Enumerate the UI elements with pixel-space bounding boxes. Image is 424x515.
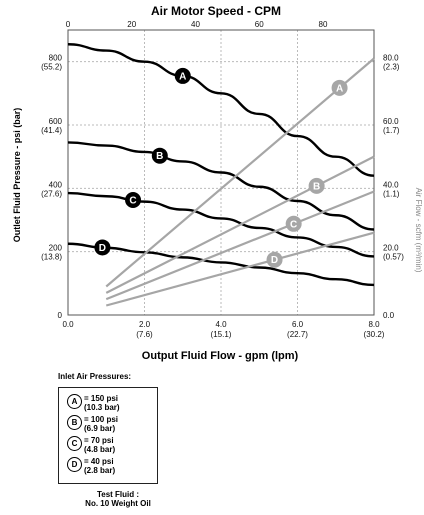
tick-labels: 0.0 2.0(7.6) 4.0(15.1) 6.0(22.7) 8.0(30.2) 0 2…	[41, 20, 404, 339]
y-tick-label-right: 80.0	[383, 54, 399, 63]
legend-item-a: A = 150 psi (10.3 bar)	[67, 394, 149, 412]
airflow-marker-b: B	[308, 177, 325, 194]
series-markers: A B C D A B C D	[94, 67, 348, 268]
airflow-line-b	[105, 155, 375, 294]
pressure-marker-a: A	[174, 67, 191, 84]
top-tick-label: 80	[319, 20, 328, 29]
badge-c-icon: C	[67, 436, 82, 451]
badge-a-icon: A	[67, 394, 82, 409]
series-marker-label: A	[336, 83, 343, 94]
y-tick-label-left: 200	[49, 244, 63, 253]
x-tick-sublabel: (30.2)	[364, 330, 385, 339]
y-tick-label-left: 800	[49, 54, 63, 63]
series-marker-circle	[125, 192, 142, 209]
legend-c-psi: = 70 psi	[84, 436, 114, 445]
y-tick-sublabel-right: (1.1)	[383, 189, 400, 198]
legend-d-psi: = 40 psi	[84, 457, 114, 466]
series-marker-label: B	[313, 181, 320, 192]
legend-box: A = 150 psi (10.3 bar) B = 100 psi (6.9 ba…	[58, 387, 158, 484]
y-tick-label-left: 0	[58, 311, 63, 320]
series-marker-circle	[285, 215, 302, 232]
chart-title: Air Motor Speed - CPM	[151, 4, 281, 18]
series-marker-label: B	[156, 151, 163, 162]
legend: Inlet Air Pressures: A = 150 psi (10.3 ba…	[58, 372, 188, 508]
y-tick-sublabel-left: (55.2)	[41, 63, 62, 72]
y-tick-sublabel-left: (13.8)	[41, 253, 62, 262]
x-tick-label: 4.0	[215, 320, 227, 329]
top-tick-label: 40	[191, 20, 200, 29]
series-marker-circle	[174, 67, 191, 84]
series-marker-circle	[331, 79, 348, 96]
y-tick-label-right: 40.0	[383, 180, 399, 189]
pressure-marker-d: D	[94, 239, 111, 256]
legend-c-bar: (4.8 bar)	[84, 445, 116, 454]
y-tick-label-right: 60.0	[383, 117, 399, 126]
legend-a-psi: = 150 psi	[84, 394, 119, 403]
x-tick-label: 2.0	[139, 320, 151, 329]
y-tick-sublabel-right: (2.3)	[383, 63, 400, 72]
series-marker-circle	[151, 147, 168, 164]
series-marker-label: C	[129, 196, 136, 207]
legend-d-bar: (2.8 bar)	[84, 466, 116, 475]
test-fluid-label: Test Fluid :	[96, 490, 140, 499]
y-tick-sublabel-left: (27.6)	[41, 189, 62, 198]
series-lines	[67, 43, 375, 307]
x-tick-sublabel: (15.1)	[211, 330, 232, 339]
x-axis-label: Output Fluid Flow - gpm (lpm)	[142, 350, 299, 362]
test-fluid-note: Test Fluid : No. 10 Weight Oil	[58, 490, 178, 508]
y-tick-sublabel-left: (41.4)	[41, 126, 62, 135]
pump-performance-chart: Air Motor Speed - CPM 0.0 2.0(7.6) 4.0(15.…	[12, 4, 423, 362]
x-tick-label: 8.0	[368, 320, 380, 329]
airflow-marker-d: D	[266, 251, 283, 268]
y-tick-label-left: 600	[49, 117, 63, 126]
series-marker-label: D	[271, 255, 278, 266]
axes	[67, 29, 375, 316]
top-tick-label: 0	[66, 20, 71, 29]
y-axis-label-left: Outlet Fluid Pressure - psi (bar)	[12, 108, 22, 243]
x-tick-sublabel: (22.7)	[287, 330, 308, 339]
airflow-marker-c: C	[285, 215, 302, 232]
legend-b-bar: (6.9 bar)	[84, 424, 116, 433]
y-tick-sublabel-right: (1.7)	[383, 126, 400, 135]
legend-a-bar: (10.3 bar)	[84, 403, 120, 412]
legend-item-c: C = 70 psi (4.8 bar)	[67, 436, 149, 454]
y-tick-sublabel-right: (0.57)	[383, 253, 404, 262]
top-tick-label: 60	[255, 20, 264, 29]
legend-b-psi: = 100 psi	[84, 415, 119, 424]
test-fluid-value: No. 10 Weight Oil	[85, 499, 151, 508]
pressure-marker-c: C	[125, 192, 142, 209]
series-marker-circle	[308, 177, 325, 194]
pressure-marker-b: B	[151, 147, 168, 164]
pressure-line-a	[67, 43, 375, 177]
legend-item-d: D = 40 psi (2.8 bar)	[67, 457, 149, 475]
airflow-line-a	[105, 57, 375, 288]
badge-d-icon: D	[67, 457, 82, 472]
series-marker-label: D	[99, 243, 106, 254]
badge-b-icon: B	[67, 415, 82, 430]
airflow-marker-a: A	[331, 79, 348, 96]
airflow-line-d	[105, 231, 375, 307]
pressure-line-d	[67, 242, 375, 287]
y-tick-label-right: 0.0	[383, 311, 395, 320]
y-axis-label-right: Air Flow - scfm (m³/min)	[414, 188, 423, 273]
series-marker-circle	[266, 251, 283, 268]
legend-item-b: B = 100 psi (6.9 bar)	[67, 415, 149, 433]
airflow-line-c	[105, 190, 375, 301]
series-marker-label: C	[290, 219, 297, 230]
y-tick-label-right: 20.0	[383, 244, 399, 253]
x-tick-label: 6.0	[292, 320, 304, 329]
pressure-line-c	[67, 191, 375, 258]
y-tick-label-left: 400	[49, 180, 63, 189]
series-marker-label: A	[179, 71, 186, 82]
x-tick-sublabel: (7.6)	[136, 330, 153, 339]
series-marker-circle	[94, 239, 111, 256]
x-tick-label: 0.0	[62, 320, 74, 329]
top-tick-label: 20	[127, 20, 136, 29]
plot-frame	[67, 29, 375, 316]
legend-title: Inlet Air Pressures:	[58, 372, 132, 381]
